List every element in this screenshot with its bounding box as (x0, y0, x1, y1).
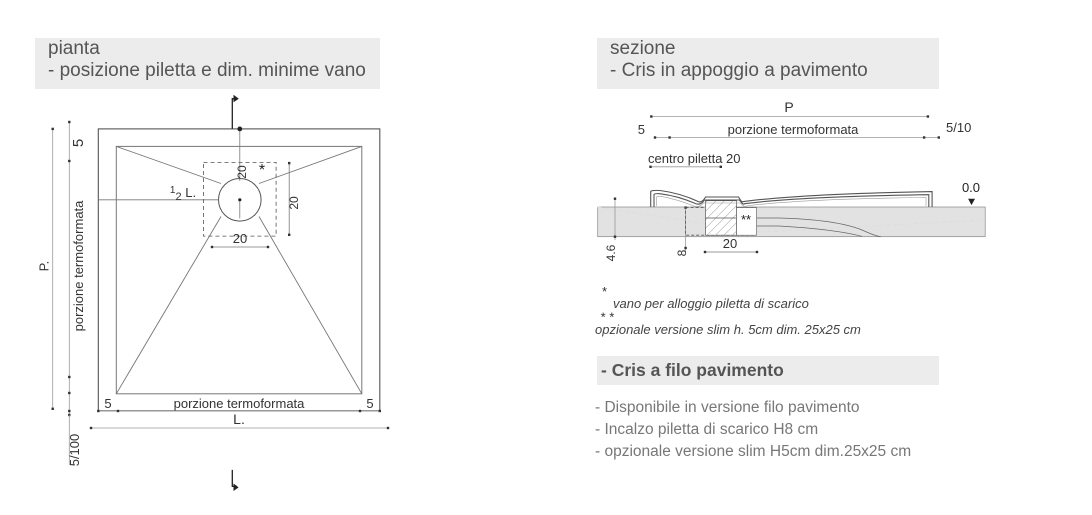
svg-text:- Incalzo piletta di scarico H: - Incalzo piletta di scarico H8 cm (595, 421, 818, 438)
svg-text:vano per alloggio piletta di s: vano per alloggio piletta di scarico (613, 296, 809, 311)
svg-text:20: 20 (723, 236, 737, 251)
svg-text:- opzionale versione slim H5cm: - opzionale versione slim H5cm dim.25x25… (595, 443, 911, 460)
svg-text:porzione termoformata: porzione termoformata (728, 122, 860, 137)
svg-text:*: * (602, 284, 607, 299)
svg-text:8: 8 (675, 249, 689, 256)
svg-text:5/10: 5/10 (946, 120, 971, 135)
svg-text:5: 5 (638, 122, 645, 137)
svg-text:4.6: 4.6 (604, 244, 618, 261)
svg-text:centro piletta 20: centro piletta 20 (648, 151, 741, 166)
svg-text:**: ** (741, 212, 751, 227)
svg-text:P: P (784, 99, 793, 115)
svg-text:- Disponibile in versione filo: - Disponibile in versione filo pavimento (595, 399, 860, 416)
svg-text:0.0: 0.0 (962, 180, 980, 195)
svg-text:opzionale versione slim h. 5cm: opzionale versione slim h. 5cm dim. 25x2… (595, 322, 861, 337)
